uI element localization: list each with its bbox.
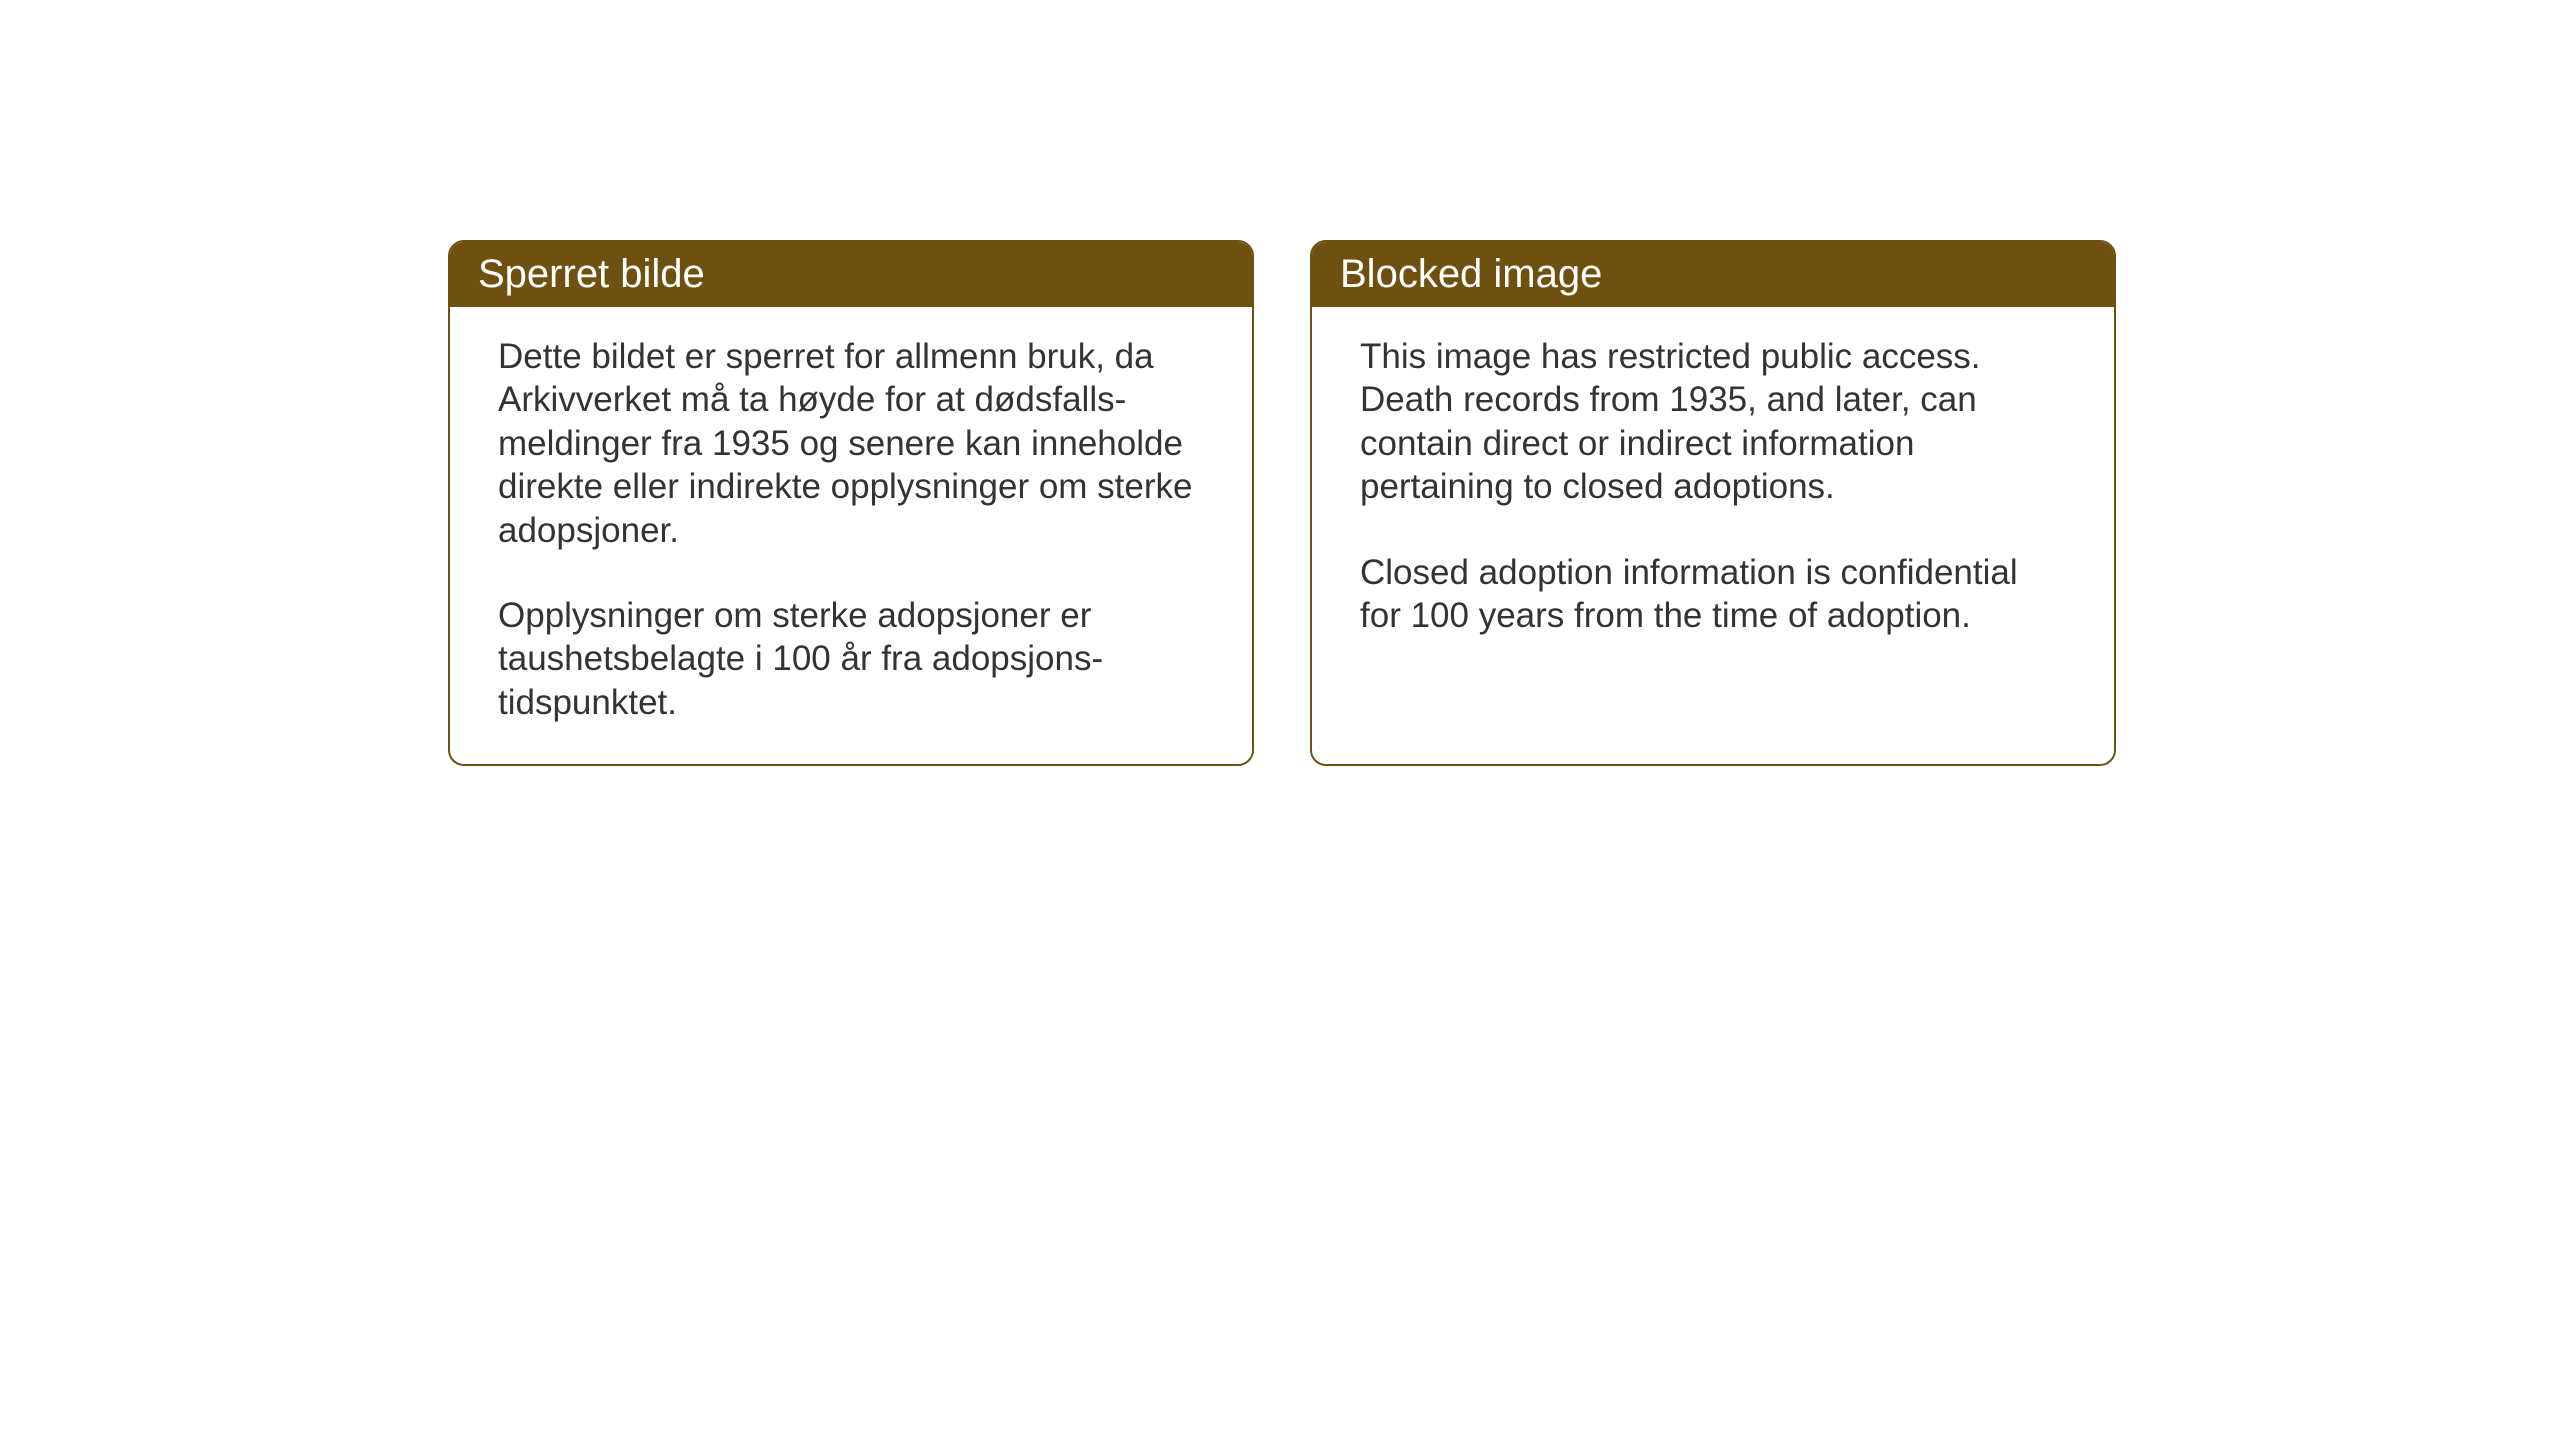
card-english-paragraph2: Closed adoption information is confident…	[1360, 551, 2066, 638]
card-norwegian-header: Sperret bilde	[450, 242, 1252, 307]
card-norwegian-paragraph2: Opplysninger om sterke adopsjoner er tau…	[498, 594, 1204, 724]
card-english-header: Blocked image	[1312, 242, 2114, 307]
card-english-title: Blocked image	[1340, 252, 1602, 296]
card-norwegian-body: Dette bildet er sperret for allmenn bruk…	[450, 307, 1252, 764]
card-english: Blocked image This image has restricted …	[1310, 240, 2116, 766]
cards-container: Sperret bilde Dette bildet er sperret fo…	[448, 240, 2116, 766]
card-english-body: This image has restricted public access.…	[1312, 307, 2114, 755]
card-norwegian-title: Sperret bilde	[478, 252, 705, 296]
card-norwegian-paragraph1: Dette bildet er sperret for allmenn bruk…	[498, 335, 1204, 552]
card-english-paragraph1: This image has restricted public access.…	[1360, 335, 2066, 509]
card-norwegian: Sperret bilde Dette bildet er sperret fo…	[448, 240, 1254, 766]
